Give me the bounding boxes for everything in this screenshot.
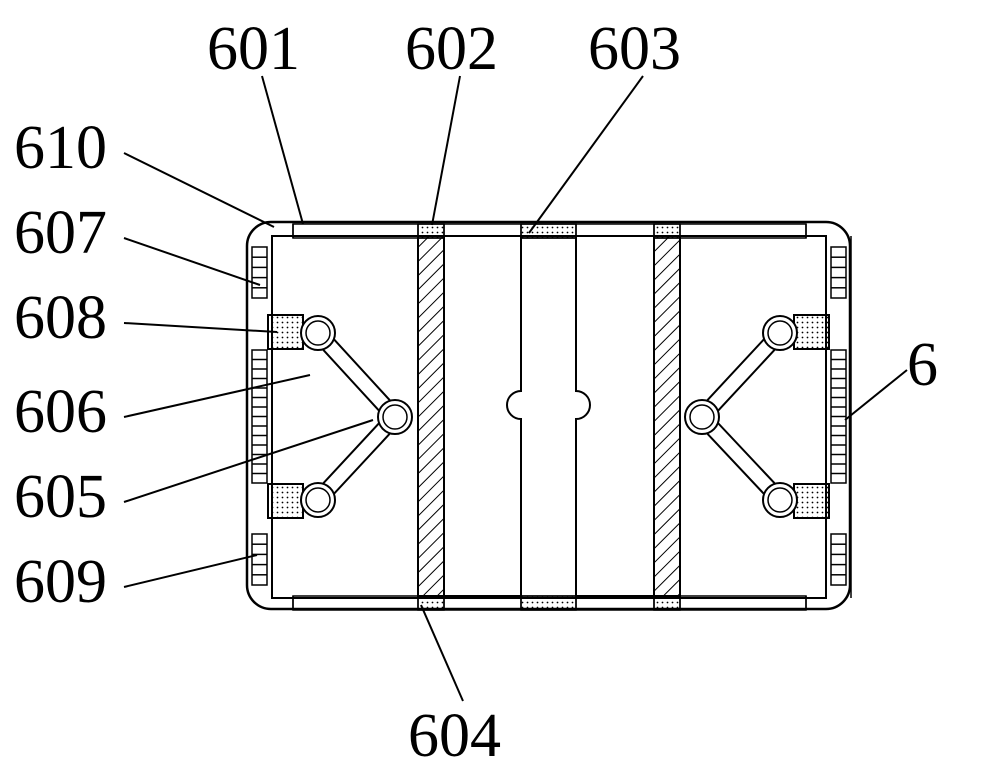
label-6: 6 [907, 330, 938, 401]
label-602: 602 [405, 14, 498, 85]
label-601: 601 [207, 14, 300, 85]
label-609: 609 [14, 547, 107, 618]
label-603: 603 [588, 14, 681, 85]
label-608: 608 [14, 283, 107, 354]
label-606: 606 [14, 377, 107, 448]
label-605: 605 [14, 462, 107, 533]
label-607: 607 [14, 198, 107, 269]
diagram-svg [0, 0, 1000, 771]
label-604: 604 [408, 701, 501, 772]
label-610: 610 [14, 113, 107, 184]
